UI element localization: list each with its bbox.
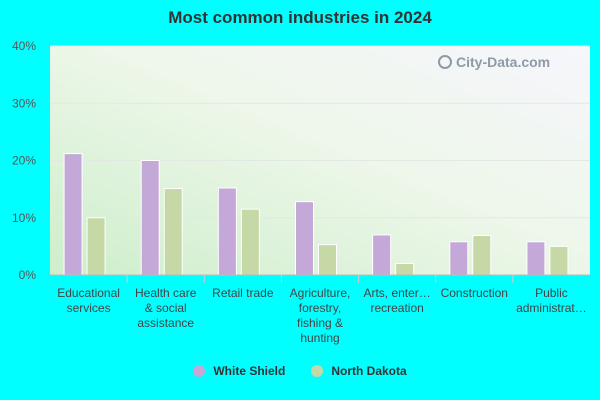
x-tick-label: Retail trade — [212, 286, 274, 300]
x-tick-label-line: Arts, enter… — [363, 286, 430, 300]
y-tick-label: 10% — [12, 211, 36, 225]
x-tick-label-line: forestry, — [299, 301, 341, 315]
bar-white-shield — [295, 201, 314, 276]
bar-white-shield — [526, 241, 546, 276]
y-tick-label: 0% — [19, 268, 37, 282]
x-tick-label: Construction — [441, 286, 508, 300]
legend: White Shield North Dakota — [0, 364, 600, 378]
y-tick-label: 20% — [12, 154, 36, 168]
watermark: City-Data.com — [438, 54, 550, 70]
legend-swatch-white-shield — [193, 365, 206, 377]
y-tick-label: 40% — [12, 39, 36, 53]
watermark-text: City-Data.com — [456, 54, 551, 70]
bar-north-dakota — [395, 263, 415, 276]
x-tick-label-line: Public — [535, 286, 568, 300]
x-tick-label-line: assistance — [137, 316, 194, 330]
x-tick-label-line: Agriculture, — [290, 286, 351, 300]
legend-label-north-dakota: North Dakota — [331, 364, 407, 378]
legend-label-white-shield: White Shield — [213, 364, 286, 378]
x-tick-label: Agriculture, forestry, fishing & hunting — [290, 286, 351, 345]
x-tick-label-line: Health care — [135, 286, 197, 300]
bar-north-dakota — [240, 208, 260, 276]
x-tick-label-line: services — [67, 301, 111, 315]
bar-north-dakota — [472, 234, 492, 276]
x-tick-label-line: fishing & — [297, 316, 343, 330]
bar-north-dakota — [86, 217, 106, 276]
bar-north-dakota — [163, 188, 183, 276]
legend-item-white-shield: White Shield — [193, 364, 285, 378]
x-tick-label-line: administrat… — [516, 301, 587, 315]
y-tick-label: 30% — [12, 96, 36, 110]
bar-north-dakota — [318, 244, 337, 276]
x-tick-label: Health care & social assistance — [135, 286, 197, 330]
bar-white-shield — [217, 187, 237, 276]
x-tick-label: Educational services — [57, 286, 120, 315]
x-tick-label-line: Construction — [441, 286, 508, 300]
bar-north-dakota — [549, 245, 569, 276]
magnifier-icon — [438, 55, 452, 69]
x-tick-label: Arts, enter… recreation — [363, 286, 430, 315]
legend-swatch-north-dakota — [311, 365, 324, 377]
x-tick-label-line: Educational — [57, 286, 120, 300]
chart-title: Most common industries in 2024 — [168, 8, 432, 27]
x-tick-label-line: & social — [145, 301, 187, 315]
bar-white-shield — [372, 234, 392, 276]
bar-white-shield — [449, 241, 469, 276]
bar-white-shield — [63, 153, 83, 276]
x-tick-label: Public administrat… — [516, 286, 587, 315]
x-tick-label-line: Retail trade — [212, 286, 274, 300]
x-tick-label-line: hunting — [300, 331, 339, 345]
legend-item-north-dakota: North Dakota — [311, 364, 407, 378]
x-tick-label-line: recreation — [370, 301, 423, 315]
bar-white-shield — [140, 160, 160, 276]
